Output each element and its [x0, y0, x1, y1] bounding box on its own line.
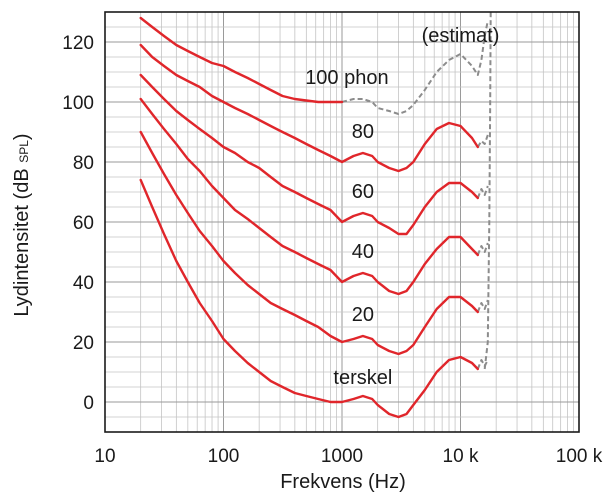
estimate-line: [476, 359, 489, 370]
y-tick-label: 80: [73, 153, 94, 174]
series-line: [139, 73, 479, 236]
y-tick-label: 0: [83, 393, 94, 414]
curve-label: (estimat): [422, 25, 500, 47]
y-tick-label: 20: [73, 333, 94, 354]
estimate-line: [476, 185, 489, 199]
curve-label: terskel: [333, 367, 392, 389]
estimate-line: [476, 299, 489, 313]
y-axis-title: Lydintensitet (dB SPL): [11, 133, 33, 316]
curve-label: 60: [352, 181, 374, 203]
curve-label: 100 phon: [305, 67, 388, 89]
chart-grid: [104, 11, 579, 433]
curve-label: 20: [352, 304, 374, 326]
x-tick-label: 1000: [321, 446, 363, 467]
x-tick-label: 100 k: [556, 446, 603, 467]
series-line: [139, 178, 479, 419]
series-line: [139, 43, 479, 173]
y-tick-label: 60: [73, 213, 94, 234]
series-line: [139, 130, 479, 356]
curve-annotations: terskel 20 40 60 80 100 phon (estimat): [305, 25, 499, 389]
y-axis-title-close: ): [11, 133, 33, 140]
curve-label: 40: [352, 241, 374, 263]
series-line: [139, 97, 479, 296]
boundary-estimate-line: [483, 11, 492, 370]
curve-label: 80: [352, 121, 374, 143]
estimate-line: [476, 242, 489, 256]
y-axis-title-main: Lydintensitet (dB: [11, 163, 33, 317]
y-tick-label: 40: [73, 273, 94, 294]
axis-ticks: 10 100 1000 10 k 100 k 0 20 40 60 80 100 120: [62, 33, 602, 467]
plot-frame: [104, 11, 580, 433]
estimate-line: [341, 20, 489, 115]
y-tick-label: 100: [62, 93, 94, 114]
series-line: [139, 16, 344, 104]
x-axis-title: Frekvens (Hz): [280, 471, 406, 493]
y-axis-title-unit: SPL: [17, 140, 31, 163]
x-tick-label: 10 k: [443, 446, 479, 467]
chart-curves: [139, 11, 492, 419]
x-tick-label: 100: [208, 446, 240, 467]
y-tick-label: 120: [62, 33, 94, 54]
x-tick-label: 10: [94, 446, 115, 467]
estimate-line: [476, 134, 489, 148]
